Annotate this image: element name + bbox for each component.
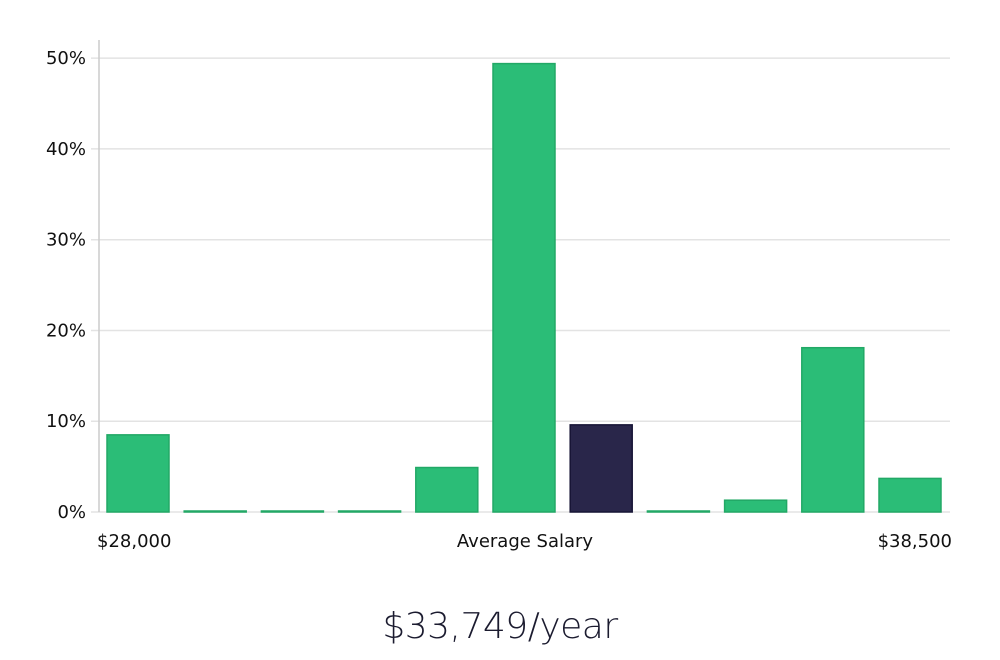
bar [646, 510, 711, 513]
bar [878, 477, 942, 513]
average-salary-value: $33,749/year [382, 606, 618, 647]
bar [106, 434, 170, 513]
bar [183, 510, 247, 513]
bar [415, 466, 479, 513]
y-axis-ticks: 0% 10% 20% 30% 40% 50% [46, 48, 86, 523]
y-tick-label: 30% [46, 230, 86, 251]
y-tick-label: 10% [46, 411, 86, 432]
salary-histogram-chart: 0% 10% 20% 30% 40% 50% $28,000 Average Salary… [46, 40, 952, 552]
bar [492, 62, 556, 513]
x-axis-center-label: Average Salary [457, 531, 594, 552]
x-axis-max-label: $38,500 [878, 531, 952, 552]
bars [106, 62, 942, 513]
y-tick-label: 50% [46, 48, 86, 69]
bar [723, 499, 788, 513]
y-tick-label: 0% [57, 502, 86, 523]
y-tick-label: 40% [46, 139, 86, 160]
bar [337, 510, 402, 513]
bar [801, 346, 865, 513]
bar [260, 510, 325, 513]
x-axis-min-label: $28,000 [97, 531, 171, 552]
y-tick-label: 20% [46, 320, 86, 341]
bar-highlighted-average [569, 424, 633, 513]
